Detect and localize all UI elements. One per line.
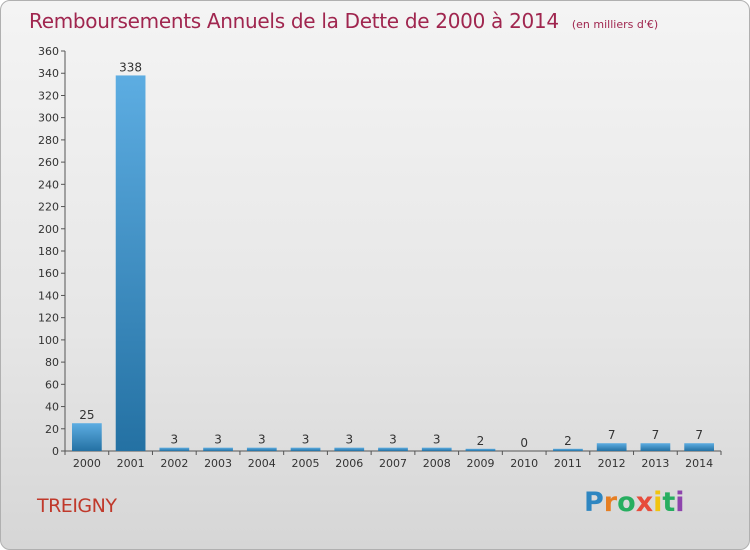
y-tick-label: 340 — [38, 67, 59, 80]
data-label: 3 — [258, 433, 266, 447]
y-tick-label: 40 — [45, 401, 59, 414]
x-tick-label: 2006 — [335, 457, 363, 470]
logo-letter: r — [603, 487, 618, 518]
bar — [71, 423, 102, 451]
y-tick-label: 160 — [38, 267, 59, 280]
data-label: 7 — [652, 428, 660, 442]
y-tick-label: 140 — [38, 289, 59, 302]
data-label: 7 — [695, 428, 703, 442]
x-tick-label: 2003 — [204, 457, 232, 470]
logo-letter: t — [662, 487, 676, 518]
x-tick-label: 2005 — [292, 457, 320, 470]
y-tick-label: 0 — [52, 445, 59, 458]
commune-name: TREIGNY — [37, 495, 117, 517]
bar — [115, 75, 146, 451]
proxiti-logo: Proxiti — [584, 487, 685, 518]
y-tick-label: 200 — [38, 223, 59, 236]
bar — [553, 448, 583, 451]
bar — [421, 447, 452, 451]
data-label: 3 — [345, 433, 353, 447]
data-label: 2 — [564, 434, 572, 448]
bar — [203, 447, 233, 451]
logo-letter: o — [617, 487, 636, 518]
y-tick-label: 260 — [38, 156, 59, 169]
data-label: 0 — [520, 436, 528, 450]
logo-letter: i — [653, 487, 663, 518]
chart-title-text: Remboursements Annuels de la Dette de 20… — [29, 9, 559, 33]
data-label: 3 — [214, 433, 222, 447]
bar — [465, 448, 496, 451]
logo-letter: P — [584, 487, 604, 518]
bars: 25 338 3 3 3 3 3 3 3 2 0 2 7 7 7 — [71, 60, 715, 451]
data-label: 3 — [389, 433, 397, 447]
data-label: 3 — [433, 433, 441, 447]
x-tick-label: 2002 — [160, 457, 188, 470]
data-label: 2 — [477, 434, 485, 448]
data-label: 25 — [79, 408, 94, 422]
bar — [378, 447, 408, 451]
bar — [159, 447, 190, 451]
y-tick-label: 80 — [45, 356, 59, 369]
data-label: 7 — [608, 428, 616, 442]
bar — [596, 443, 627, 451]
x-tick-label: 2013 — [641, 457, 669, 470]
bar — [246, 447, 277, 451]
bar — [640, 443, 671, 451]
y-tick-label: 240 — [38, 178, 59, 191]
y-tick-label: 360 — [38, 45, 59, 58]
y-tick-label: 280 — [38, 134, 59, 147]
y-tick-label: 300 — [38, 112, 59, 125]
x-tick-label: 2011 — [554, 457, 582, 470]
y-tick-label: 220 — [38, 201, 59, 214]
y-tick-label: 100 — [38, 334, 59, 347]
x-tick-label: 2010 — [510, 457, 538, 470]
bar — [334, 447, 365, 451]
x-tick-label: 2004 — [248, 457, 276, 470]
chart-title: Remboursements Annuels de la Dette de 20… — [29, 9, 658, 33]
bar — [684, 443, 715, 451]
x-axis: 2000 2001 2002 2003 2004 2005 2006 2007 2008 2009… — [64, 450, 722, 470]
logo-letter: x — [635, 487, 654, 518]
data-label: 338 — [119, 60, 142, 74]
y-tick-label: 320 — [38, 89, 59, 102]
y-tick-label: 120 — [38, 312, 59, 325]
y-axis: 0 20 40 60 80 100 120 140 160 180 200 220 240 260 280 3… — [38, 45, 66, 458]
data-label: 3 — [171, 433, 179, 447]
y-tick-label: 180 — [38, 245, 59, 258]
bar — [290, 447, 321, 451]
x-tick-label: 2008 — [423, 457, 451, 470]
x-tick-label: 2009 — [466, 457, 494, 470]
chart-unit: (en milliers d'€) — [571, 18, 659, 31]
y-tick-label: 20 — [45, 423, 59, 436]
x-tick-label: 2007 — [379, 457, 407, 470]
logo-letter: i — [675, 487, 685, 518]
y-tick-label: 60 — [45, 378, 59, 391]
x-tick-label: 2014 — [685, 457, 713, 470]
x-tick-label: 2001 — [117, 457, 145, 470]
x-tick-label: 2000 — [73, 457, 101, 470]
x-tick-label: 2012 — [598, 457, 626, 470]
data-label: 3 — [302, 433, 310, 447]
